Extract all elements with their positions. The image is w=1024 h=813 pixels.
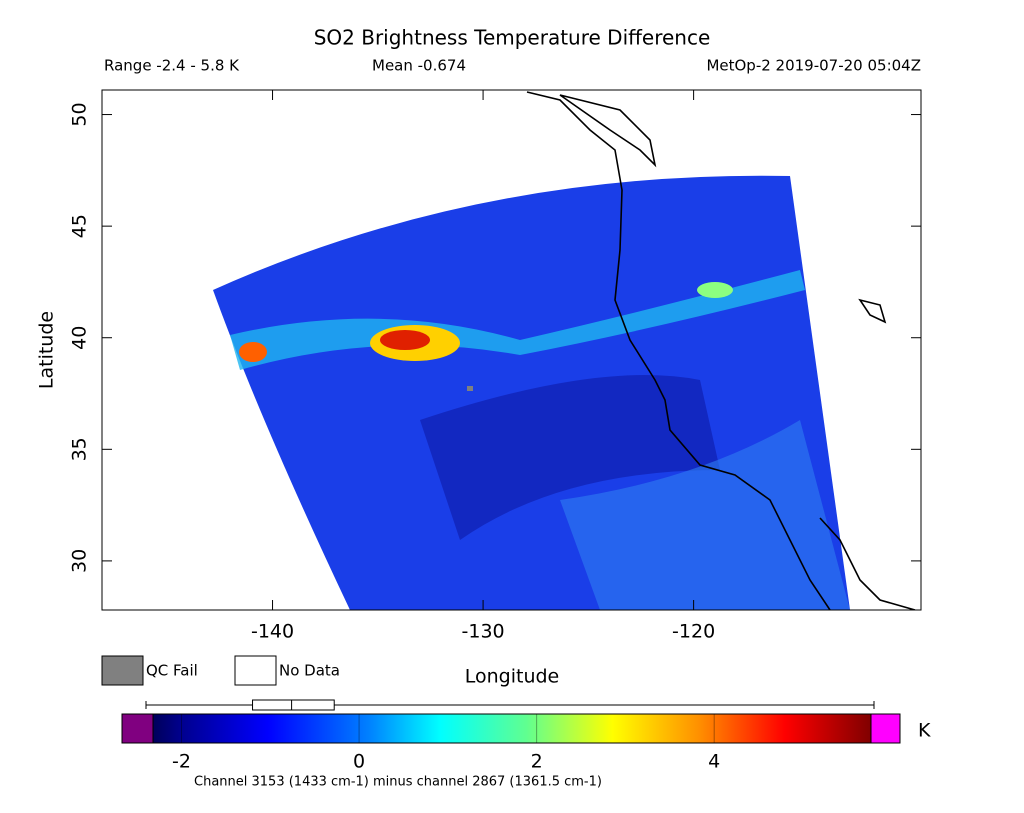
colorbar-unit: K [918,720,931,742]
map-field [213,91,916,610]
coastline [526,91,831,610]
range-text: Range -2.4 - 5.8 K [104,57,240,75]
y-tick-label: 40 [69,326,91,350]
chart-title: SO2 Brightness Temperature Difference [314,26,711,50]
legend-swatch [234,655,277,686]
x-axis-label: Longitude [465,666,560,688]
y-tick-label: 30 [69,549,91,573]
mean-text: Mean -0.674 [372,57,466,75]
plume-core [239,342,267,362]
plume-core [697,282,733,298]
colorbar-under [121,713,154,744]
plot-frame [101,89,922,611]
y-tick-label: 35 [69,437,91,461]
coastline [819,517,916,610]
colorbar-tick-label: 2 [531,751,543,773]
coastline [858,298,887,324]
colorbar-tick-label: 4 [708,751,720,773]
legend-label: No Data [279,662,340,680]
plume-core [380,330,430,350]
x-tick-label: -130 [462,621,505,643]
low-region [420,375,720,540]
qc-fail-pixel [467,386,473,391]
colorbar-tick-label: 0 [353,751,365,773]
box [252,699,335,711]
high-region [560,420,850,610]
x-tick-label: -140 [251,621,294,643]
source-text: MetOp-2 2019-07-20 05:04Z [706,57,921,75]
colorbar-tick-label: -2 [172,751,191,773]
y-tick-label: 50 [69,102,91,126]
y-axis-label: Latitude [36,311,58,389]
legend-label: QC Fail [146,662,198,680]
legend-swatch [101,655,144,686]
x-tick-label: -120 [672,621,715,643]
colorbar [152,713,872,744]
colorbar-over [870,713,901,744]
coastline [559,94,657,168]
y-tick-label: 45 [69,214,91,238]
note: Channel 3153 (1433 cm-1) minus channel 2… [194,775,602,790]
